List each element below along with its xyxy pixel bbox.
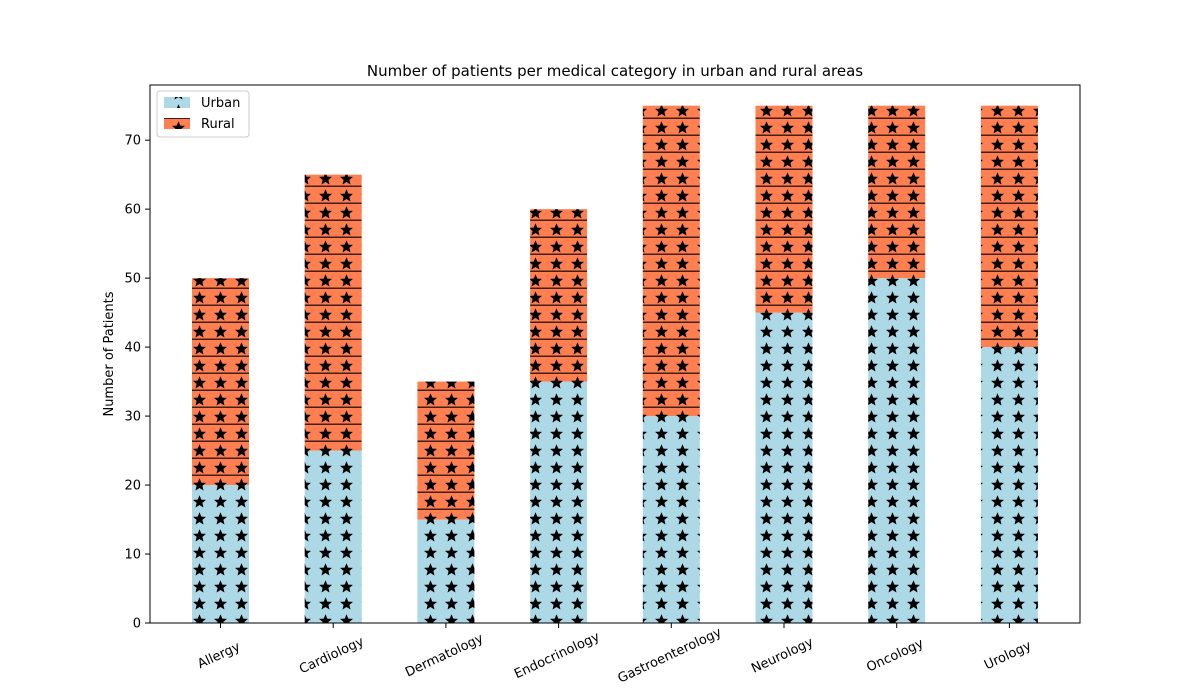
- y-tick-label: 0: [133, 617, 141, 632]
- plot-frame: [149, 84, 1081, 624]
- legend-label-rural: Rural: [201, 117, 235, 132]
- chart-title: Number of patients per medical category …: [367, 62, 863, 80]
- y-axis: 0 10 20 30 40 50 60 70: [124, 134, 150, 632]
- legend-label-urban: Urban: [201, 96, 240, 111]
- x-tick-label: Dermatology: [403, 631, 486, 680]
- bar-rural-cardiology: [304, 174, 362, 451]
- x-tick-label: Cardiology: [297, 634, 367, 677]
- bar-rural-oncology: [868, 105, 926, 279]
- x-tick-label: Neurology: [749, 635, 816, 677]
- x-tick-label: Endocrinology: [512, 629, 602, 682]
- bar-urban-cardiology: [304, 450, 362, 623]
- bar-urban-gastroenterology: [642, 416, 700, 623]
- bar-urban-urology: [980, 347, 1038, 623]
- y-tick-label: 10: [124, 548, 141, 563]
- bar-rural-allergy: [192, 278, 249, 486]
- bar-rural-endocrinology: [530, 209, 588, 382]
- bar-urban-endocrinology: [530, 381, 588, 623]
- bar-urban-oncology: [868, 278, 926, 623]
- x-axis: Allergy Cardiology Dermatology Endocrinolog…: [195, 623, 1034, 686]
- y-tick-label: 30: [124, 410, 141, 425]
- y-tick-label: 20: [124, 479, 141, 494]
- y-tick-label: 50: [124, 272, 141, 287]
- y-tick-label: 70: [124, 134, 141, 149]
- x-tick-label: Oncology: [864, 636, 926, 676]
- x-tick-label: Allergy: [195, 639, 243, 672]
- y-tick-label: 40: [124, 341, 141, 356]
- bars-layer: [192, 105, 1038, 623]
- y-axis-label: Number of Patients: [102, 291, 117, 416]
- legend-swatch-urban: [164, 97, 190, 108]
- bar-urban-allergy: [192, 485, 249, 623]
- bar-urban-dermatology: [417, 519, 475, 623]
- legend: Urban Rural: [156, 90, 250, 138]
- bar-rural-neurology: [755, 105, 813, 313]
- bar-rural-urology: [980, 105, 1038, 348]
- bar-rural-gastroenterology: [642, 105, 700, 417]
- y-tick-label: 60: [124, 203, 141, 218]
- x-tick-label: Gastroenterology: [616, 625, 725, 686]
- bar-rural-dermatology: [417, 381, 475, 520]
- legend-swatch-rural: [164, 118, 190, 129]
- bar-urban-neurology: [755, 312, 813, 623]
- x-tick-label: Urology: [982, 638, 1034, 673]
